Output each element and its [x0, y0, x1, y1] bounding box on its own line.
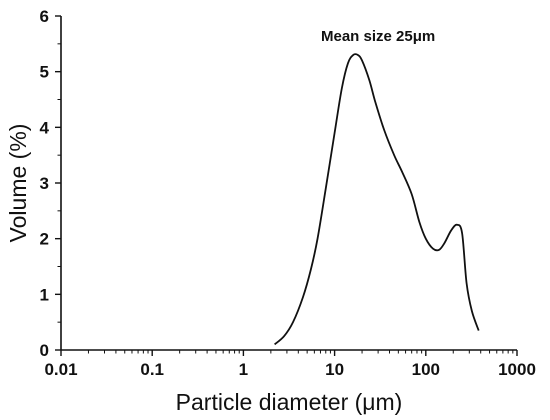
x-axis-ticks: 0.01 0.1 1 10 100 1000	[44, 350, 536, 379]
x-tick-label: 0.01	[44, 360, 77, 379]
x-tick-label: 0.1	[140, 360, 164, 379]
y-tick-label: 5	[40, 63, 49, 82]
y-tick-label: 2	[40, 230, 49, 249]
y-tick-label: 6	[40, 7, 49, 26]
y-axis-title: Volume (%)	[5, 124, 31, 243]
series-line	[274, 53, 480, 346]
x-axis-title: Particle diameter (μm)	[176, 389, 403, 415]
series-group	[274, 53, 480, 346]
x-tick-label: 1	[239, 360, 248, 379]
plot-area: 0.01 0.1 1 10 100 1000 0 1 2 3 4 5 6	[40, 7, 536, 379]
x-tick-label: 10	[325, 360, 344, 379]
y-axis-ticks: 0 1 2 3 4 5 6	[40, 7, 61, 360]
mean-size-annotation: Mean size 25μm	[321, 28, 435, 45]
y-tick-label: 1	[40, 285, 49, 304]
x-tick-label: 1000	[498, 360, 536, 379]
y-tick-label: 4	[40, 118, 50, 137]
y-tick-label: 3	[40, 174, 49, 193]
x-tick-label: 100	[412, 360, 440, 379]
y-tick-label: 0	[40, 341, 49, 360]
